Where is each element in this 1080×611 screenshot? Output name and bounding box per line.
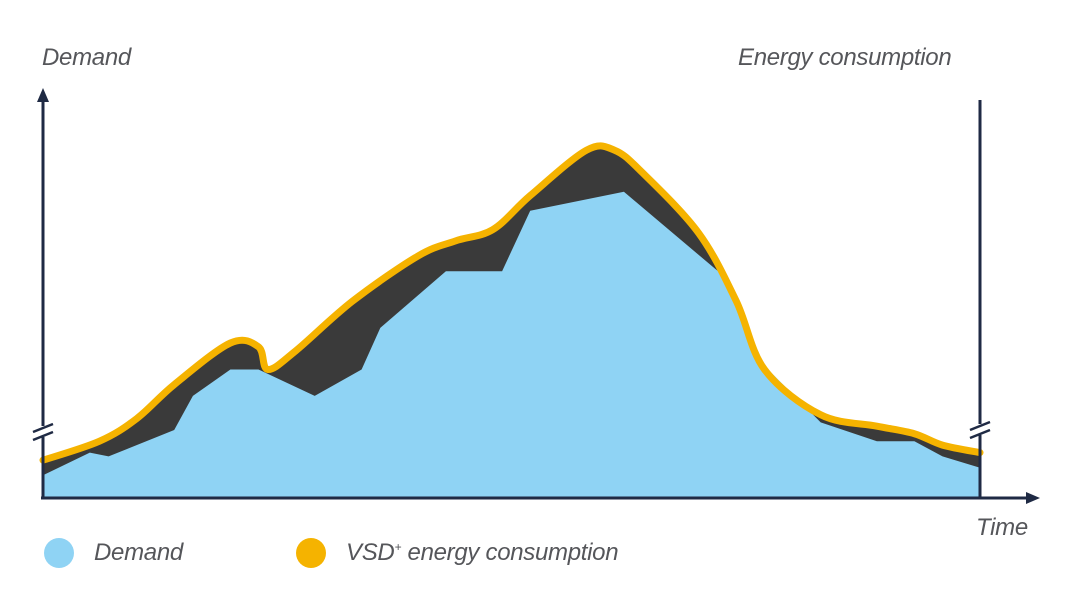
x-axis-title: Time [976, 514, 1028, 541]
vsd-energy-line [39, 142, 984, 464]
left-axis-title: Demand [42, 44, 131, 71]
legend-label-demand: Demand [94, 539, 183, 566]
legend-item-vsd: VSD+ energy consumption [296, 538, 619, 568]
left-axis-break [32, 422, 54, 442]
legend-item-demand: Demand [44, 538, 183, 568]
legend-swatch-demand [44, 538, 74, 568]
right-axis-title: Energy consumption [738, 44, 952, 71]
right-axis-break [969, 420, 991, 440]
legend-label-vsd: VSD+ energy consumption [346, 539, 619, 566]
left-y-axis-arrow [37, 88, 49, 102]
x-axis-arrow [1026, 492, 1040, 504]
demand-area [43, 191, 980, 499]
legend-swatch-vsd [296, 538, 326, 568]
